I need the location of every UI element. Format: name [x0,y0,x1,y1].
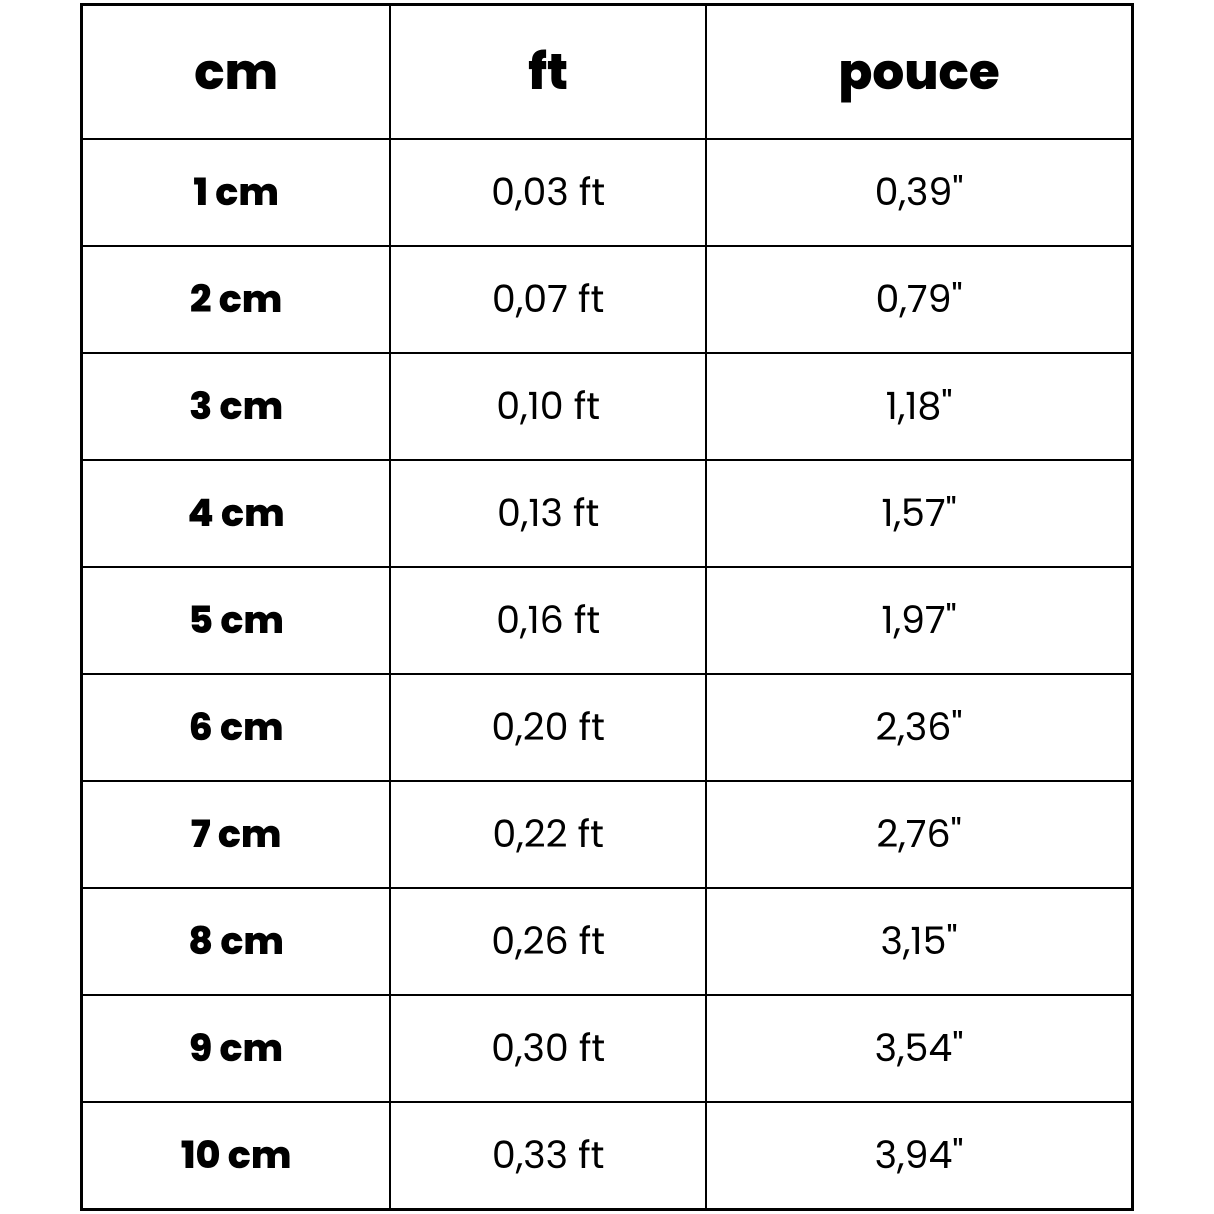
table-row: 8 cm 0,26 ft 3,15" [82,888,1133,995]
cell-pouce: 1,18" [706,353,1132,460]
table-row: 1 cm 0,03 ft 0,39" [82,139,1133,246]
cell-pouce: 1,97" [706,567,1132,674]
table-row: 6 cm 0,20 ft 2,36" [82,674,1133,781]
cell-cm: 8 cm [82,888,391,995]
table-row: 3 cm 0,10 ft 1,18" [82,353,1133,460]
cell-ft: 0,03 ft [390,139,706,246]
cell-ft: 0,26 ft [390,888,706,995]
conversion-table-container: cm ft pouce 1 cm 0,03 ft 0,39" 2 cm 0,07… [80,3,1134,1211]
cell-ft: 0,22 ft [390,781,706,888]
table-row: 2 cm 0,07 ft 0,79" [82,246,1133,353]
cell-ft: 0,10 ft [390,353,706,460]
cell-ft: 0,33 ft [390,1102,706,1210]
column-header-pouce: pouce [706,5,1132,140]
cell-cm: 10 cm [82,1102,391,1210]
cell-ft: 0,16 ft [390,567,706,674]
cell-pouce: 0,79" [706,246,1132,353]
column-header-ft: ft [390,5,706,140]
table-row: 4 cm 0,13 ft 1,57" [82,460,1133,567]
table-header-row: cm ft pouce [82,5,1133,140]
cell-pouce: 2,76" [706,781,1132,888]
cell-pouce: 3,94" [706,1102,1132,1210]
cell-ft: 0,07 ft [390,246,706,353]
cell-cm: 7 cm [82,781,391,888]
cell-cm: 9 cm [82,995,391,1102]
cell-ft: 0,20 ft [390,674,706,781]
table-row: 10 cm 0,33 ft 3,94" [82,1102,1133,1210]
cell-cm: 6 cm [82,674,391,781]
table-row: 9 cm 0,30 ft 3,54" [82,995,1133,1102]
cell-cm: 5 cm [82,567,391,674]
cell-pouce: 3,15" [706,888,1132,995]
cell-ft: 0,13 ft [390,460,706,567]
cell-cm: 2 cm [82,246,391,353]
table-row: 7 cm 0,22 ft 2,76" [82,781,1133,888]
cell-pouce: 0,39" [706,139,1132,246]
cell-pouce: 2,36" [706,674,1132,781]
cell-cm: 3 cm [82,353,391,460]
cell-pouce: 1,57" [706,460,1132,567]
column-header-cm: cm [82,5,391,140]
cell-pouce: 3,54" [706,995,1132,1102]
table-row: 5 cm 0,16 ft 1,97" [82,567,1133,674]
conversion-table: cm ft pouce 1 cm 0,03 ft 0,39" 2 cm 0,07… [80,3,1134,1211]
cell-cm: 1 cm [82,139,391,246]
cell-cm: 4 cm [82,460,391,567]
cell-ft: 0,30 ft [390,995,706,1102]
